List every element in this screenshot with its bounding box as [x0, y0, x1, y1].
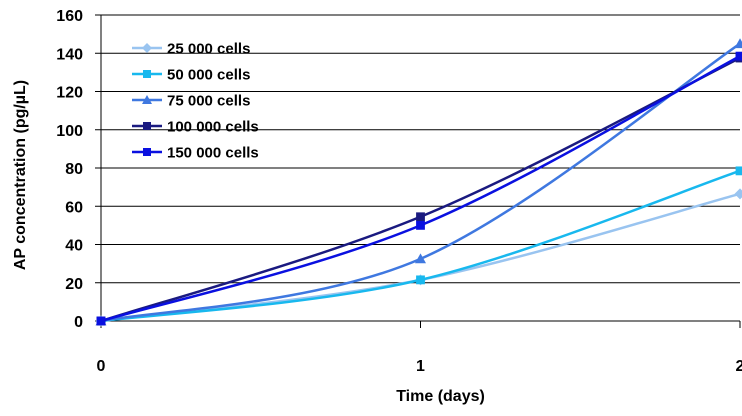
series-2 [96, 166, 742, 326]
y-tick-label: 120 [56, 85, 83, 102]
legend-swatch-marker [142, 43, 152, 53]
x-axis-title: Time (days) [396, 388, 485, 405]
legend-item: 25 000 cells [132, 41, 250, 58]
y-tick-label: 0 [74, 314, 83, 331]
legend-label: 50 000 cells [167, 67, 250, 84]
legend-item: 150 000 cells [132, 145, 259, 162]
legend-item: 75 000 cells [132, 93, 250, 110]
x-tick-label: 1 [416, 358, 425, 375]
data-point [416, 275, 425, 285]
legend-swatch-marker [143, 148, 151, 156]
data-point [415, 253, 426, 264]
legend-label: 75 000 cells [167, 93, 250, 110]
axes [95, 14, 741, 328]
legend-label: 25 000 cells [167, 41, 250, 58]
y-tick-label: 160 [56, 8, 83, 25]
legend-swatch-marker [143, 122, 151, 130]
legend-label: 100 000 cells [167, 119, 259, 136]
y-tick-label: 20 [65, 276, 83, 293]
legend-swatch-marker [143, 70, 151, 78]
legend-label: 150 000 cells [167, 145, 259, 162]
data-point [416, 220, 425, 230]
x-tick-label: 2 [736, 358, 742, 375]
data-point [735, 166, 742, 176]
legend-item: 100 000 cells [132, 119, 259, 136]
y-tick-labels: 0 20 40 60 80 100 120 140 160 [56, 8, 83, 331]
x-tick-labels: 0 1 2 [97, 358, 742, 375]
series-lines [95, 38, 742, 327]
data-point [96, 316, 106, 326]
series-5 [96, 51, 742, 326]
legend-swatch-marker [142, 95, 152, 104]
gridlines [101, 14, 740, 284]
data-point [734, 38, 742, 49]
y-tick-label: 140 [56, 46, 83, 63]
y-tick-label: 60 [65, 199, 83, 216]
series-line [100, 169, 741, 323]
legend: 25 000 cells 50 000 cells 75 000 cells 100 … [132, 41, 259, 162]
data-point [416, 212, 425, 222]
data-point [735, 51, 742, 61]
y-tick-label: 80 [65, 161, 83, 178]
legend-item: 50 000 cells [132, 67, 250, 84]
y-axis-title: AP concentration (pg/µL) [12, 80, 29, 270]
data-point [734, 188, 742, 200]
y-tick-label: 40 [65, 238, 83, 255]
y-tick-label: 100 [56, 123, 83, 140]
x-tick-label: 0 [97, 358, 106, 375]
